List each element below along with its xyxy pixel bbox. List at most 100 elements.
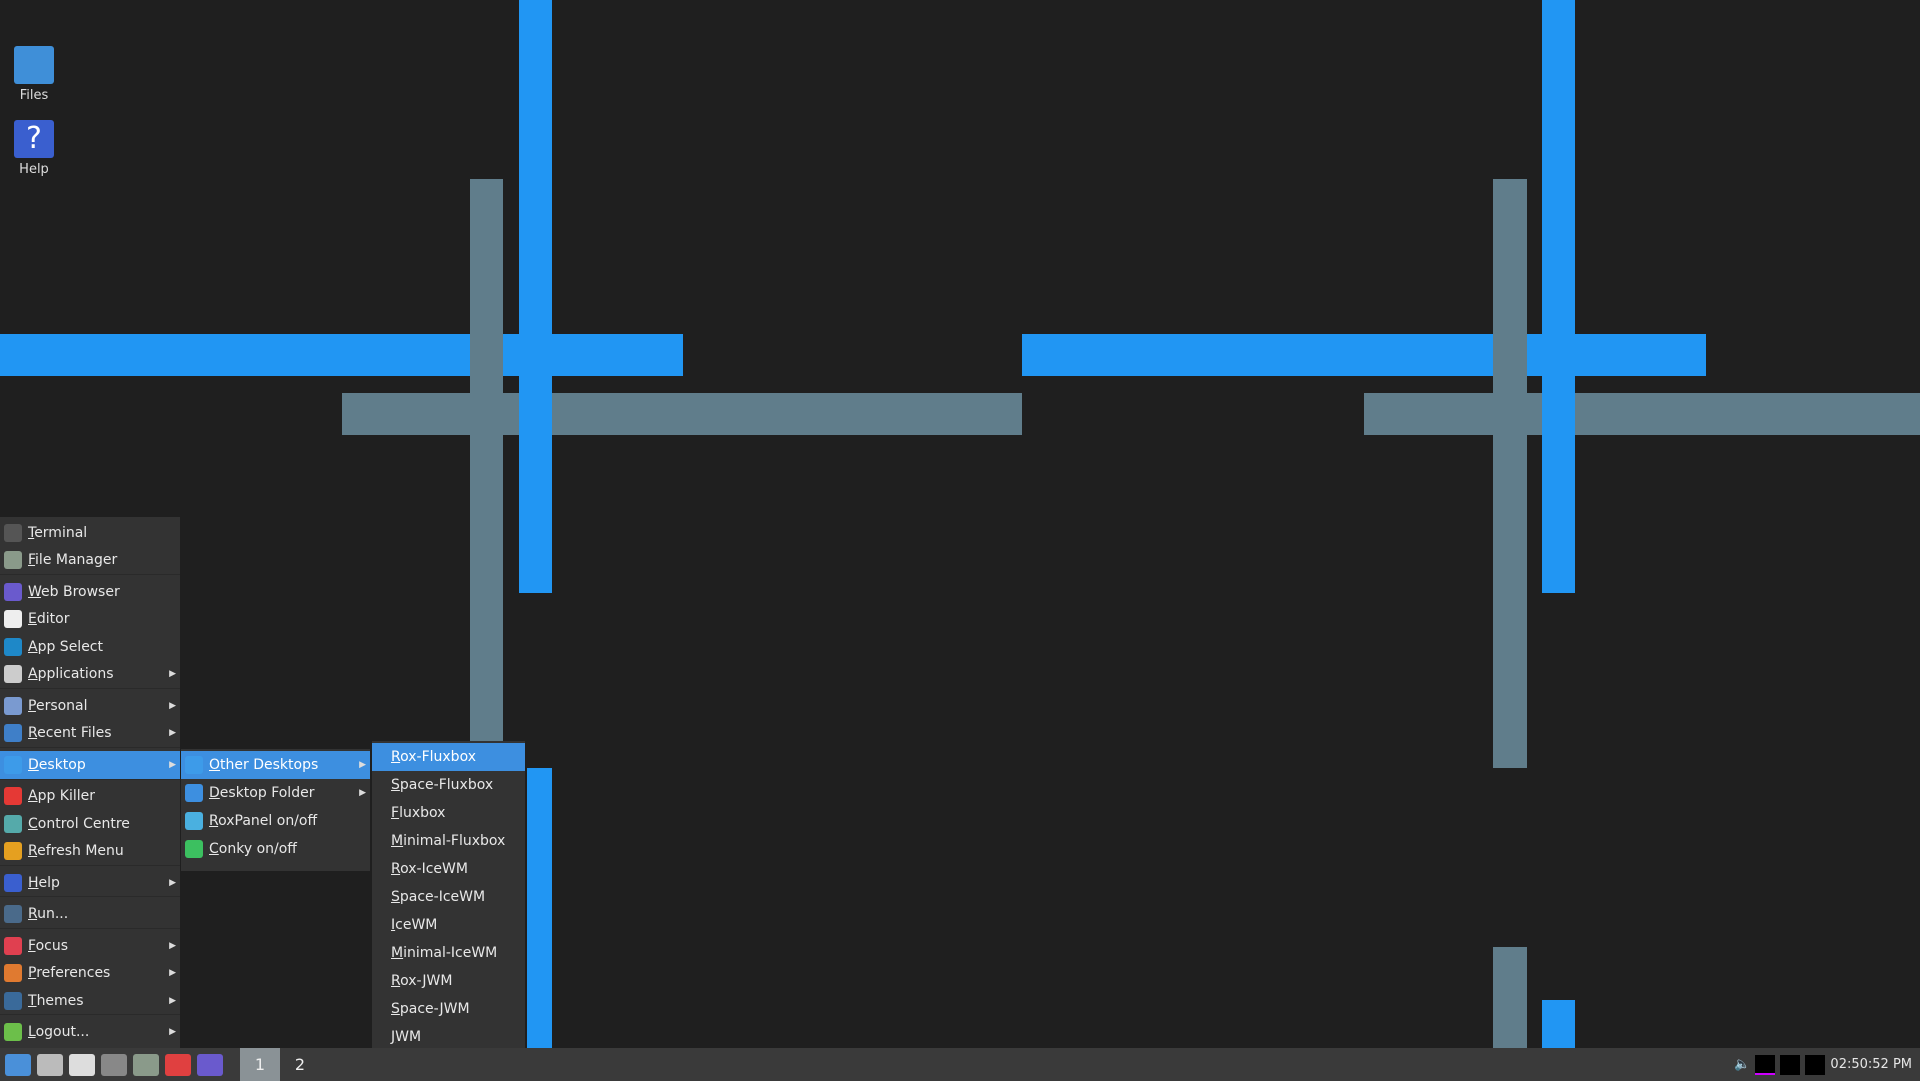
menu-item-label: Refresh Menu — [28, 843, 124, 860]
wallpaper-shape — [470, 179, 503, 769]
wallpaper-shape — [1022, 334, 1706, 376]
menu-item-rox-icewm[interactable]: Rox-IceWM — [372, 855, 525, 883]
tray-icon[interactable] — [1780, 1054, 1801, 1075]
help-icon — [4, 873, 22, 892]
menu-item-roxpanel-on-off[interactable]: RoxPanel on/off — [181, 807, 370, 835]
menu-item-label: Minimal-Fluxbox — [391, 833, 506, 849]
menu-item-label: Themes — [28, 992, 84, 1009]
menu-item-other-desktops[interactable]: Other Desktops ▶ — [181, 751, 370, 779]
wallpaper-shape — [470, 334, 503, 376]
menu-item-label: File Manager — [28, 552, 118, 569]
menu-item-terminal[interactable]: Terminal — [0, 519, 180, 547]
menu-item-app-select[interactable]: App Select — [0, 633, 180, 661]
refresh-menu-icon — [4, 842, 22, 861]
workspace-1-button[interactable]: 1 — [240, 1048, 280, 1081]
file-manager-icon[interactable] — [133, 1053, 159, 1076]
desktop-icon — [4, 755, 22, 774]
menu-item-label: Recent Files — [28, 725, 112, 742]
desktop-icon-help[interactable]: ? Help — [6, 120, 62, 177]
menu-item-label: Editor — [28, 611, 70, 628]
wallpaper-shape — [519, 393, 552, 593]
menu-item-run[interactable]: Run... — [0, 900, 180, 928]
menu-separator — [0, 778, 180, 783]
web-browser-icon[interactable] — [197, 1053, 223, 1076]
menu-item-space-jwm[interactable]: Space-JWM — [372, 995, 525, 1023]
menu-item-label: Space-Fluxbox — [391, 777, 494, 793]
menu-item-rox-fluxbox[interactable]: Rox-Fluxbox — [372, 743, 525, 771]
menu-separator — [0, 865, 180, 869]
briefcase-icon[interactable] — [69, 1053, 95, 1076]
menu-item-minimal-icewm[interactable]: Minimal-IceWM — [372, 939, 525, 967]
menu-separator — [0, 747, 180, 751]
menu-item-label: Logout... — [28, 1024, 90, 1041]
submenu-arrow-icon: ▶ — [169, 1027, 176, 1038]
submenu-arrow-icon: ▶ — [169, 728, 176, 739]
system-tray: 🔈 02:50:52 PM — [1734, 1048, 1912, 1081]
menu-item-label: Desktop — [28, 756, 86, 773]
menu-item-label: Personal — [28, 697, 88, 714]
wallpaper-shape — [1493, 179, 1527, 768]
menu-item-personal[interactable]: Personal ▶ — [0, 692, 180, 720]
tray-icon[interactable] — [1805, 1054, 1826, 1075]
network-icon[interactable] — [1755, 1054, 1776, 1075]
menu-item-desktop-folder[interactable]: Desktop Folder ▶ — [181, 779, 370, 807]
menu-item-help[interactable]: Help ▶ — [0, 869, 180, 897]
recent-files-icon — [4, 724, 22, 743]
menu-item-space-icewm[interactable]: Space-IceWM — [372, 883, 525, 911]
menu-item-rox-jwm[interactable]: Rox-JWM — [372, 967, 525, 995]
workspace-2-button[interactable]: 2 — [294, 1055, 306, 1074]
volume-icon[interactable]: 🔈 — [1734, 1057, 1751, 1072]
menu-item-jwm[interactable]: JWM — [372, 1023, 525, 1051]
clock[interactable]: 02:50:52 PM — [1830, 1057, 1912, 1072]
menu-item-label: Terminal — [28, 524, 88, 541]
menu-item-conky-on-off[interactable]: Conky on/off — [181, 835, 370, 863]
other-desktops-submenu: Rox-Fluxbox Space-Fluxbox Fluxbox Minimal-F… — [372, 741, 525, 1081]
menu-item-label: Space-IceWM — [391, 889, 486, 905]
wallpaper-shape — [1542, 0, 1575, 593]
menu-item-file-manager[interactable]: File Manager — [0, 547, 180, 575]
menu-item-focus[interactable]: Focus ▶ — [0, 932, 180, 960]
roxpanel-icon — [185, 812, 203, 830]
menu-separator — [0, 927, 180, 932]
menu-item-label: Control Centre — [28, 815, 130, 832]
menu-item-space-fluxbox[interactable]: Space-Fluxbox — [372, 771, 525, 799]
main-menu: Terminal File Manager Web Browser Editor App… — [0, 517, 180, 1048]
editor-icon — [4, 610, 22, 629]
menu-item-label: RoxPanel on/off — [209, 813, 318, 829]
terminal-icon — [4, 523, 22, 542]
show-windows-icon[interactable] — [37, 1053, 63, 1076]
desktop-icon-files[interactable]: Files — [6, 46, 62, 103]
menu-item-control-centre[interactable]: Control Centre — [0, 810, 180, 838]
folder-icon[interactable] — [165, 1053, 191, 1076]
conky-icon — [185, 840, 203, 858]
desktop-icon-label: Help — [19, 162, 49, 177]
menu-separator — [0, 574, 180, 578]
menu-item-editor[interactable]: Editor — [0, 606, 180, 634]
menu-item-applications[interactable]: Applications ▶ — [0, 661, 180, 689]
app-killer-icon — [4, 787, 22, 806]
menu-item-app-killer[interactable]: App Killer — [0, 782, 180, 810]
menu-item-label: Run... — [28, 906, 69, 923]
menu-item-label: App Select — [28, 638, 103, 655]
wallpaper-shape — [1542, 1000, 1575, 1048]
focus-icon — [4, 936, 22, 955]
menu-item-web-browser[interactable]: Web Browser — [0, 578, 180, 606]
menu-item-icewm[interactable]: IceWM — [372, 911, 525, 939]
home-folder-icon — [14, 46, 54, 84]
menu-item-refresh-menu[interactable]: Refresh Menu — [0, 837, 180, 865]
menu-item-desktop[interactable]: Desktop ▶ — [0, 750, 180, 779]
app-menu-icon[interactable] — [5, 1053, 31, 1076]
menu-item-preferences[interactable]: Preferences ▶ — [0, 959, 180, 987]
menu-item-minimal-fluxbox[interactable]: Minimal-Fluxbox — [372, 827, 525, 855]
menu-item-fluxbox[interactable]: Fluxbox — [372, 799, 525, 827]
submenu-arrow-icon: ▶ — [169, 940, 176, 951]
menu-item-recent-files[interactable]: Recent Files ▶ — [0, 720, 180, 748]
menu-item-label: App Killer — [28, 788, 96, 805]
desktop-icon — [185, 756, 203, 774]
control-centre-icon — [4, 814, 22, 833]
device-icon[interactable] — [101, 1053, 127, 1076]
menu-item-themes[interactable]: Themes ▶ — [0, 987, 180, 1015]
menu-separator — [0, 1014, 180, 1018]
menu-item-logout[interactable]: Logout... ▶ — [0, 1018, 180, 1046]
